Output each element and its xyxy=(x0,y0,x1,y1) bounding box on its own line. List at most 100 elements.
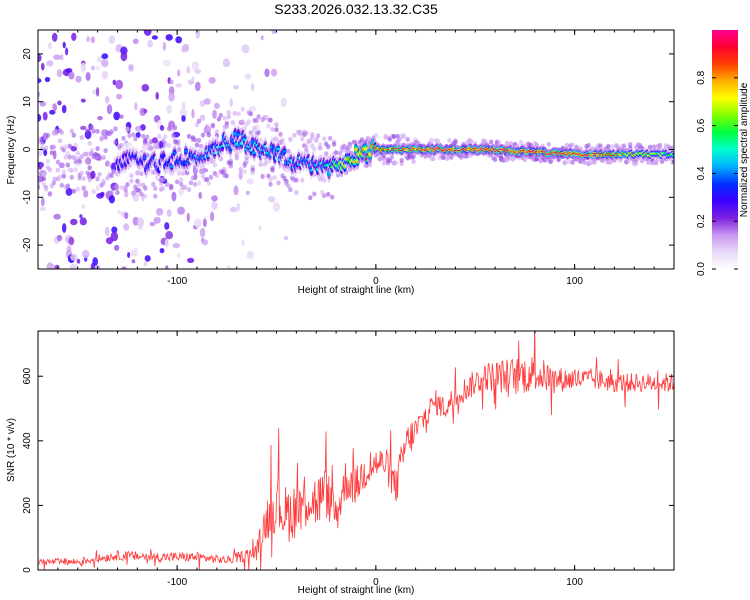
heatmap-cell xyxy=(41,171,47,177)
heatmap-cell xyxy=(163,143,168,149)
heatmap-cell xyxy=(45,132,51,138)
heatmap-cell xyxy=(76,258,81,264)
heatmap-cell xyxy=(246,250,254,260)
heatmap-cell xyxy=(211,201,218,211)
heatmap-cell xyxy=(570,159,575,165)
heatmap-cell xyxy=(210,211,215,222)
heatmap-cell xyxy=(81,204,86,209)
heatmap-cell xyxy=(70,218,78,226)
spectrogram-xtick-label: 0 xyxy=(373,276,379,287)
heatmap-cell xyxy=(241,44,250,54)
heatmap-cell xyxy=(218,113,223,118)
heatmap-cell xyxy=(39,206,46,211)
heatmap-cell xyxy=(143,30,152,36)
heatmap-cell xyxy=(161,154,166,158)
heatmap-cell xyxy=(188,180,194,186)
colorbar-tick-label: 0.6 xyxy=(696,118,707,132)
heatmap-cell xyxy=(114,244,120,251)
heatmap-cell xyxy=(87,140,92,146)
heatmap-cell xyxy=(156,207,164,216)
heatmap-cell xyxy=(628,142,633,148)
heatmap-cell xyxy=(41,62,45,71)
heatmap-cell xyxy=(240,106,245,112)
heatmap-cell xyxy=(134,102,138,111)
heatmap-cell xyxy=(244,158,249,164)
heatmap-cell xyxy=(85,159,90,164)
heatmap-cell xyxy=(381,160,386,166)
heatmap-cell xyxy=(111,226,118,234)
heatmap-cell xyxy=(89,148,94,154)
heatmap-cell xyxy=(288,187,293,193)
heatmap-cell xyxy=(191,61,199,71)
heatmap-cell xyxy=(43,148,48,156)
heatmap-cell xyxy=(330,194,335,200)
heatmap-cell xyxy=(328,135,333,141)
heatmap-cell xyxy=(52,103,57,112)
heatmap-cell xyxy=(168,92,175,102)
heatmap-cell xyxy=(288,136,293,142)
spectrogram-xtick-label: -100 xyxy=(167,276,187,287)
heatmap-cell xyxy=(304,130,309,136)
heatmap-cell xyxy=(103,148,108,154)
heatmap-cell xyxy=(106,104,113,115)
heatmap-cell xyxy=(69,174,75,180)
heatmap-cell xyxy=(75,186,81,192)
heatmap-cell xyxy=(65,47,69,56)
heatmap-cell xyxy=(272,175,277,181)
heatmap-cell xyxy=(161,177,166,182)
heatmap-cell xyxy=(83,189,88,195)
heatmap-cell xyxy=(169,165,174,168)
heatmap-cell xyxy=(423,153,428,159)
heatmap-cell xyxy=(46,60,54,67)
heatmap-cell xyxy=(71,188,77,194)
heatmap-cell xyxy=(73,142,79,148)
snr-ylabel: SNR (10 * v/v) xyxy=(6,418,17,482)
heatmap-cell xyxy=(570,142,575,148)
heatmap-cell xyxy=(254,118,259,123)
heatmap-cell xyxy=(191,76,195,85)
heatmap-cell xyxy=(53,54,62,60)
heatmap-cell xyxy=(79,170,84,176)
heatmap-cell xyxy=(97,156,102,162)
heatmap-cell xyxy=(182,162,187,165)
heatmap-cell xyxy=(108,195,115,204)
snr-ytick-label: 400 xyxy=(22,432,33,449)
heatmap-cell xyxy=(63,144,68,150)
heatmap-cell xyxy=(58,162,65,169)
heatmap-cell xyxy=(447,137,452,143)
heatmap-cell xyxy=(190,175,196,181)
heatmap-cell xyxy=(286,183,291,189)
heatmap-cell xyxy=(143,193,148,199)
heatmap-cell xyxy=(139,171,144,177)
heatmap-cell xyxy=(256,130,261,136)
heatmap-cell xyxy=(294,177,299,183)
heatmap-cell xyxy=(258,225,262,231)
heatmap-cell xyxy=(95,128,100,134)
heatmap-cell xyxy=(324,151,329,157)
spectrogram-ytick-label: 20 xyxy=(22,48,33,60)
heatmap-cell xyxy=(81,186,86,191)
heatmap-cell xyxy=(186,187,192,193)
heatmap-cell xyxy=(174,179,180,185)
heatmap-cell xyxy=(119,142,124,148)
heatmap-cell xyxy=(97,171,102,177)
heatmap-cell xyxy=(116,93,123,100)
heatmap-cell xyxy=(606,144,611,149)
heatmap-cell xyxy=(95,185,100,192)
heatmap-cell xyxy=(270,167,275,173)
heatmap-cell xyxy=(79,214,83,219)
heatmap-cell xyxy=(143,108,148,114)
heatmap-cell xyxy=(248,130,253,136)
heatmap-cell xyxy=(38,91,41,98)
heatmap-cell xyxy=(127,252,131,258)
heatmap-cell xyxy=(326,191,331,197)
heatmap-cell xyxy=(347,144,353,150)
heatmap-cell xyxy=(172,151,177,155)
heatmap-cell xyxy=(153,216,161,224)
heatmap-cell xyxy=(331,141,337,147)
heatmap-cell xyxy=(159,181,164,187)
heatmap-cell xyxy=(280,97,287,108)
heatmap-cell xyxy=(137,127,142,133)
heatmap-cell xyxy=(101,70,109,80)
